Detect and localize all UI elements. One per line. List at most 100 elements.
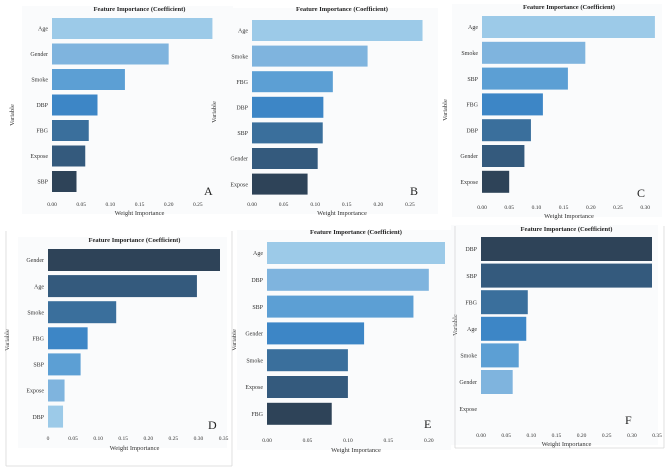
category-label-smoke: Smoke: [31, 78, 48, 84]
bar-sbp: [48, 353, 81, 376]
chart-panel-b: Feature Importance (Coefficient) Age Smoke…: [211, 6, 438, 217]
x-tick-label: 0.05: [303, 438, 313, 444]
panel-letter: B: [410, 184, 418, 198]
x-axis-label: Weight Importance: [110, 445, 160, 452]
x-tick-label: 0: [47, 436, 50, 442]
y-axis-label: Variable: [211, 101, 218, 123]
category-label-sbp: SBP: [237, 131, 248, 137]
category-label-sbp: SBP: [33, 363, 44, 369]
x-tick-label: 0.30: [627, 433, 637, 439]
category-label-smoke: Smoke: [461, 51, 478, 57]
chart-panel-f: Feature Importance (Coefficient) DBP SBP FB…: [451, 225, 662, 448]
bar-smoke: [481, 343, 519, 368]
x-tick-label: 0.10: [310, 202, 320, 208]
x-tick-label: 0.20: [143, 436, 153, 442]
category-label-gender: Gender: [26, 258, 44, 264]
category-label-sbp: SBP: [37, 180, 48, 186]
y-axis-label: Variable: [4, 329, 11, 351]
category-label-sbp: SBP: [466, 274, 477, 280]
bar-gender: [481, 370, 513, 394]
category-label-age: Age: [38, 27, 48, 33]
x-tick-label: 0.15: [384, 438, 394, 444]
category-label-age: Age: [467, 327, 477, 333]
bar-fbg: [267, 402, 332, 425]
bar-age: [48, 275, 197, 298]
category-label-expose: Expose: [26, 389, 44, 395]
x-tick-label: 0.25: [405, 202, 415, 208]
bar-dbp: [252, 96, 324, 118]
chart-panel-d: Feature Importance (Coefficient) Gender Ag…: [4, 237, 229, 452]
category-label-age: Age: [34, 284, 44, 290]
chart-panel-a: Feature Importance (Coefficient) Age Gende…: [9, 6, 233, 217]
category-label-age: Age: [468, 25, 478, 31]
y-axis-label: Variable: [231, 329, 238, 351]
x-tick-label: 0.25: [602, 433, 612, 439]
category-label-fbg: FBG: [466, 103, 478, 109]
category-label-fbg: FBG: [236, 80, 248, 86]
chart-title: Feature Importance (Coefficient): [89, 237, 181, 244]
x-tick-label: 0.10: [343, 438, 353, 444]
category-label-expose: Expose: [459, 407, 477, 413]
category-label-dbp: DBP: [36, 103, 48, 109]
category-label-fbg: FBG: [32, 337, 44, 343]
chart-title: Feature Importance (Coefficient): [523, 4, 615, 11]
panel-letter: E: [424, 417, 431, 431]
x-axis-label: Weight Importance: [115, 210, 165, 217]
panel-letter: F: [625, 413, 632, 427]
x-tick-label: 0.35: [652, 433, 662, 439]
x-axis-label: Weight Importance: [331, 447, 381, 454]
category-label-gender: Gender: [245, 332, 263, 338]
bar-expose: [52, 145, 86, 167]
category-label-dbp: DBP: [236, 106, 248, 112]
category-label-gender: Gender: [460, 154, 478, 160]
x-tick-label: 0.00: [247, 202, 257, 208]
bar-gender: [52, 43, 169, 65]
bar-age: [482, 16, 655, 38]
bar-gender: [482, 145, 525, 167]
x-tick-label: 0.05: [279, 202, 289, 208]
y-axis-label: Variable: [9, 104, 16, 126]
x-tick-label: 0.20: [577, 433, 587, 439]
chart-title: Feature Importance (Coefficient): [296, 6, 388, 13]
category-label-gender: Gender: [230, 157, 248, 163]
bar-sbp: [481, 263, 652, 288]
bar-smoke: [48, 301, 117, 324]
bar-smoke: [252, 45, 368, 67]
x-tick-label: 0.25: [613, 205, 623, 211]
bar-dbp: [267, 268, 429, 291]
category-label-dbp: DBP: [251, 278, 263, 284]
x-axis-label: Weight Importance: [542, 441, 592, 448]
x-tick-label: 0.35: [219, 436, 229, 442]
bar-age: [52, 18, 213, 39]
bar-gender: [252, 148, 318, 169]
x-tick-label: 0.20: [424, 438, 434, 444]
category-label-expose: Expose: [245, 385, 263, 391]
chart-panel-c: Feature Importance (Coefficient) Age Smoke…: [442, 4, 662, 220]
x-tick-label: 0.15: [342, 202, 352, 208]
bar-dbp: [481, 237, 652, 261]
x-axis-label: Weight Importance: [317, 210, 367, 217]
category-label-gender: Gender: [30, 52, 48, 58]
bar-gender: [267, 322, 365, 345]
panel-letter: C: [637, 186, 645, 200]
x-tick-label: 0.25: [169, 436, 179, 442]
category-label-expose: Expose: [460, 180, 478, 186]
x-tick-label: 0.15: [118, 436, 128, 442]
bar-fbg: [252, 71, 333, 93]
x-tick-label: 0.10: [93, 436, 103, 442]
bar-smoke: [52, 69, 125, 90]
category-label-fbg: FBG: [251, 412, 263, 418]
x-tick-label: 0.00: [476, 433, 486, 439]
category-label-expose: Expose: [30, 154, 48, 160]
bar-fbg: [48, 327, 88, 350]
bar-sbp: [52, 171, 77, 192]
x-tick-label: 0.15: [135, 202, 145, 208]
bar-smoke: [267, 349, 348, 372]
chart-title: Feature Importance (Coefficient): [310, 229, 402, 236]
x-tick-label: 0.20: [586, 205, 596, 211]
x-tick-label: 0.25: [193, 202, 203, 208]
x-tick-label: 0.10: [106, 202, 116, 208]
bar-fbg: [481, 290, 528, 315]
bar-smoke: [482, 41, 586, 64]
